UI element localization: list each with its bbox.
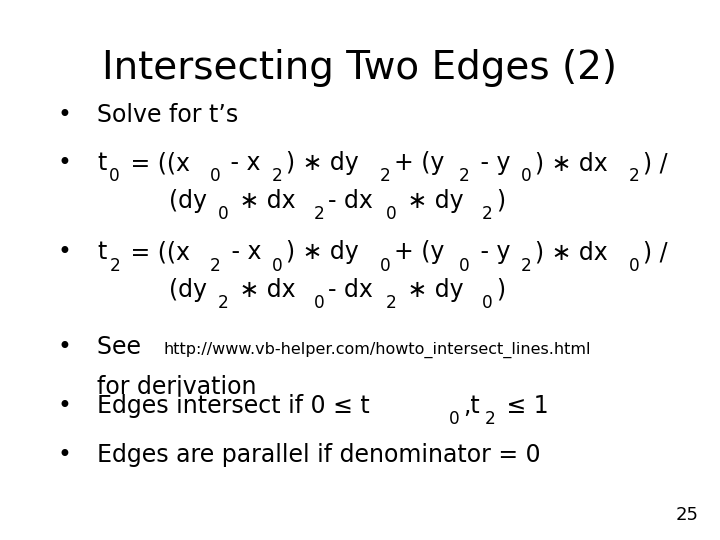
Text: 2: 2 (482, 205, 493, 223)
Text: 0: 0 (482, 294, 493, 312)
Text: ∗ dx: ∗ dx (233, 278, 296, 302)
Text: •: • (58, 335, 71, 359)
Text: 0: 0 (109, 167, 120, 185)
Text: ): ) (496, 189, 505, 213)
Text: •: • (58, 443, 71, 467)
Text: 0: 0 (210, 167, 220, 185)
Text: 2: 2 (459, 167, 469, 185)
Text: - x: - x (224, 240, 261, 264)
Text: •: • (58, 394, 71, 418)
Text: 0: 0 (272, 256, 283, 274)
Text: (dy: (dy (169, 189, 207, 213)
Text: ) /: ) / (643, 151, 667, 175)
Text: ) ∗ dy: ) ∗ dy (286, 151, 359, 175)
Text: ≤ 1: ≤ 1 (499, 394, 548, 418)
Text: Edges intersect if 0 ≤ t: Edges intersect if 0 ≤ t (97, 394, 370, 418)
Text: •: • (58, 151, 71, 175)
Text: ): ) (496, 278, 505, 302)
Text: 2: 2 (521, 256, 532, 274)
Text: t: t (97, 151, 107, 175)
Text: 2: 2 (218, 294, 229, 312)
Text: - y: - y (473, 151, 510, 175)
Text: 2: 2 (629, 167, 640, 185)
Text: ∗ dy: ∗ dy (400, 278, 464, 302)
Text: Edges are parallel if denominator = 0: Edges are parallel if denominator = 0 (97, 443, 541, 467)
Text: See: See (97, 335, 149, 359)
Text: ) ∗ dx: ) ∗ dx (535, 151, 608, 175)
Text: 2: 2 (109, 256, 120, 274)
Text: - y: - y (473, 240, 510, 264)
Text: ) ∗ dy: ) ∗ dy (286, 240, 359, 264)
Text: + (y: + (y (394, 151, 444, 175)
Text: - dx: - dx (328, 278, 373, 302)
Text: 2: 2 (379, 167, 391, 185)
Text: 2: 2 (485, 410, 495, 428)
Text: 0: 0 (521, 167, 532, 185)
Text: 0: 0 (315, 294, 325, 312)
Text: 2: 2 (314, 205, 325, 223)
Text: ∗ dx: ∗ dx (232, 189, 296, 213)
Text: 0: 0 (386, 205, 397, 223)
Text: - x: - x (223, 151, 261, 175)
Text: 0: 0 (629, 256, 640, 274)
Text: ,t: ,t (463, 394, 480, 418)
Text: = ((x: = ((x (123, 240, 190, 264)
Text: Intersecting Two Edges (2): Intersecting Two Edges (2) (102, 49, 618, 86)
Text: 2: 2 (386, 294, 397, 312)
Text: 2: 2 (210, 256, 220, 274)
Text: 0: 0 (380, 256, 391, 274)
Text: + (y: + (y (394, 240, 444, 264)
Text: http://www.vb-helper.com/howto_intersect_lines.html: http://www.vb-helper.com/howto_intersect… (163, 342, 591, 358)
Text: ∗ dy: ∗ dy (400, 189, 464, 213)
Text: 2: 2 (272, 167, 283, 185)
Text: t: t (97, 240, 107, 264)
Text: = ((x: = ((x (123, 151, 190, 175)
Text: ) ∗ dx: ) ∗ dx (535, 240, 608, 264)
Text: •: • (58, 240, 71, 264)
Text: Solve for t’s: Solve for t’s (97, 103, 238, 126)
Text: 25: 25 (675, 506, 698, 524)
Text: for derivation: for derivation (97, 375, 257, 399)
Text: •: • (58, 103, 71, 126)
Text: 0: 0 (449, 410, 460, 428)
Text: 0: 0 (459, 256, 469, 274)
Text: (dy: (dy (169, 278, 207, 302)
Text: 0: 0 (218, 205, 229, 223)
Text: - dx: - dx (328, 189, 373, 213)
Text: ) /: ) / (643, 240, 667, 264)
